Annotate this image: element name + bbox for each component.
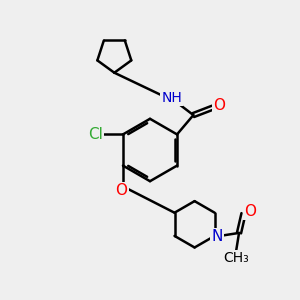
Text: O: O bbox=[116, 183, 128, 198]
Text: O: O bbox=[213, 98, 225, 113]
Text: N: N bbox=[212, 229, 223, 244]
Text: CH₃: CH₃ bbox=[223, 251, 249, 265]
Text: O: O bbox=[244, 204, 256, 219]
Text: Cl: Cl bbox=[88, 127, 103, 142]
Text: NH: NH bbox=[161, 91, 182, 105]
